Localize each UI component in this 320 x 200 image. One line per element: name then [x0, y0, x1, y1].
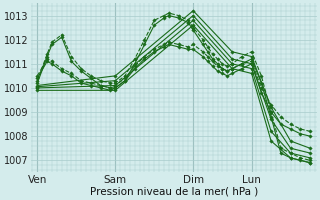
X-axis label: Pression niveau de la mer( hPa ): Pression niveau de la mer( hPa ) — [90, 187, 258, 197]
